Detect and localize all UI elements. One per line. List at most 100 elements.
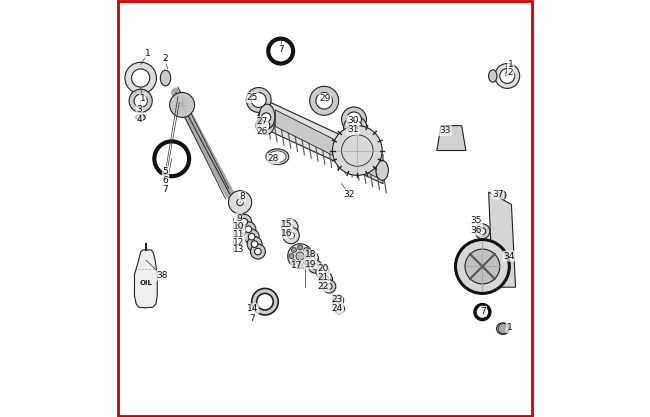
Text: 5: 5	[162, 167, 168, 176]
Ellipse shape	[259, 104, 275, 129]
Circle shape	[248, 234, 255, 240]
Circle shape	[261, 113, 271, 122]
Circle shape	[320, 269, 326, 274]
Circle shape	[309, 260, 322, 273]
Circle shape	[335, 304, 344, 314]
Text: 4: 4	[136, 115, 142, 124]
Circle shape	[281, 219, 298, 236]
Circle shape	[323, 276, 329, 282]
Circle shape	[252, 93, 266, 108]
Circle shape	[134, 94, 148, 108]
Circle shape	[498, 324, 508, 334]
Circle shape	[291, 248, 296, 252]
Text: 32: 32	[343, 189, 355, 198]
Circle shape	[332, 126, 382, 176]
Polygon shape	[135, 250, 157, 308]
Circle shape	[135, 72, 146, 84]
Circle shape	[246, 88, 271, 113]
Text: 6: 6	[162, 176, 168, 185]
Circle shape	[341, 107, 367, 132]
Ellipse shape	[497, 323, 510, 334]
Circle shape	[247, 237, 262, 251]
Polygon shape	[437, 126, 466, 151]
Circle shape	[237, 199, 243, 206]
Circle shape	[252, 241, 258, 247]
Circle shape	[283, 227, 299, 244]
Text: 22: 22	[318, 282, 329, 291]
Circle shape	[456, 240, 510, 294]
Text: OIL: OIL	[140, 280, 153, 286]
Ellipse shape	[489, 70, 497, 82]
Circle shape	[252, 289, 278, 315]
Circle shape	[244, 229, 259, 244]
Circle shape	[500, 68, 515, 83]
Circle shape	[479, 228, 486, 235]
Circle shape	[237, 214, 252, 229]
Circle shape	[316, 93, 332, 109]
Text: 12: 12	[233, 238, 244, 246]
Text: 26: 26	[256, 127, 268, 136]
Circle shape	[287, 224, 293, 231]
Circle shape	[298, 245, 303, 250]
Text: 1: 1	[508, 60, 514, 69]
Circle shape	[309, 86, 339, 115]
Circle shape	[346, 112, 361, 127]
Circle shape	[336, 299, 341, 302]
Circle shape	[131, 69, 150, 87]
Text: 27: 27	[256, 117, 268, 126]
Text: 11: 11	[233, 230, 244, 239]
Circle shape	[256, 116, 274, 135]
Circle shape	[250, 244, 265, 259]
Ellipse shape	[268, 151, 286, 163]
Text: 13: 13	[233, 246, 244, 254]
Text: 34: 34	[504, 251, 515, 261]
Circle shape	[304, 248, 309, 252]
Circle shape	[475, 224, 490, 239]
Circle shape	[245, 226, 252, 233]
Polygon shape	[267, 101, 383, 183]
Circle shape	[288, 232, 294, 239]
Circle shape	[241, 219, 248, 225]
Text: 24: 24	[332, 304, 343, 313]
Text: 31: 31	[347, 125, 359, 134]
Circle shape	[338, 307, 341, 310]
Text: 33: 33	[439, 126, 451, 135]
Circle shape	[326, 284, 332, 289]
Text: 9: 9	[236, 214, 242, 223]
Circle shape	[348, 121, 362, 135]
Text: 16: 16	[281, 229, 292, 238]
Text: 15: 15	[281, 220, 292, 229]
Text: 10: 10	[233, 222, 244, 231]
Text: 21: 21	[318, 273, 329, 282]
Circle shape	[241, 222, 256, 237]
Circle shape	[465, 249, 500, 284]
Ellipse shape	[266, 149, 289, 165]
Text: 29: 29	[319, 94, 331, 103]
Text: 1: 1	[140, 94, 146, 103]
Polygon shape	[489, 192, 515, 287]
Circle shape	[312, 264, 318, 269]
Text: 19: 19	[305, 259, 317, 269]
Text: 20: 20	[318, 264, 329, 273]
Circle shape	[229, 191, 252, 214]
Text: 36: 36	[471, 226, 482, 234]
Text: 23: 23	[331, 295, 343, 304]
Circle shape	[298, 262, 303, 267]
Ellipse shape	[500, 191, 506, 199]
Circle shape	[319, 272, 332, 286]
Text: 7: 7	[278, 45, 283, 53]
Circle shape	[322, 280, 336, 293]
Circle shape	[304, 260, 309, 265]
Text: 38: 38	[157, 271, 168, 280]
Text: 1: 1	[145, 49, 151, 58]
Polygon shape	[276, 110, 377, 177]
Circle shape	[306, 254, 311, 259]
Circle shape	[333, 295, 344, 306]
Circle shape	[125, 62, 157, 94]
Circle shape	[344, 116, 367, 139]
Text: 37: 37	[492, 189, 504, 198]
Text: 1: 1	[506, 323, 512, 332]
Text: 18: 18	[305, 250, 317, 259]
Text: 14: 14	[247, 304, 258, 313]
Circle shape	[296, 252, 304, 260]
